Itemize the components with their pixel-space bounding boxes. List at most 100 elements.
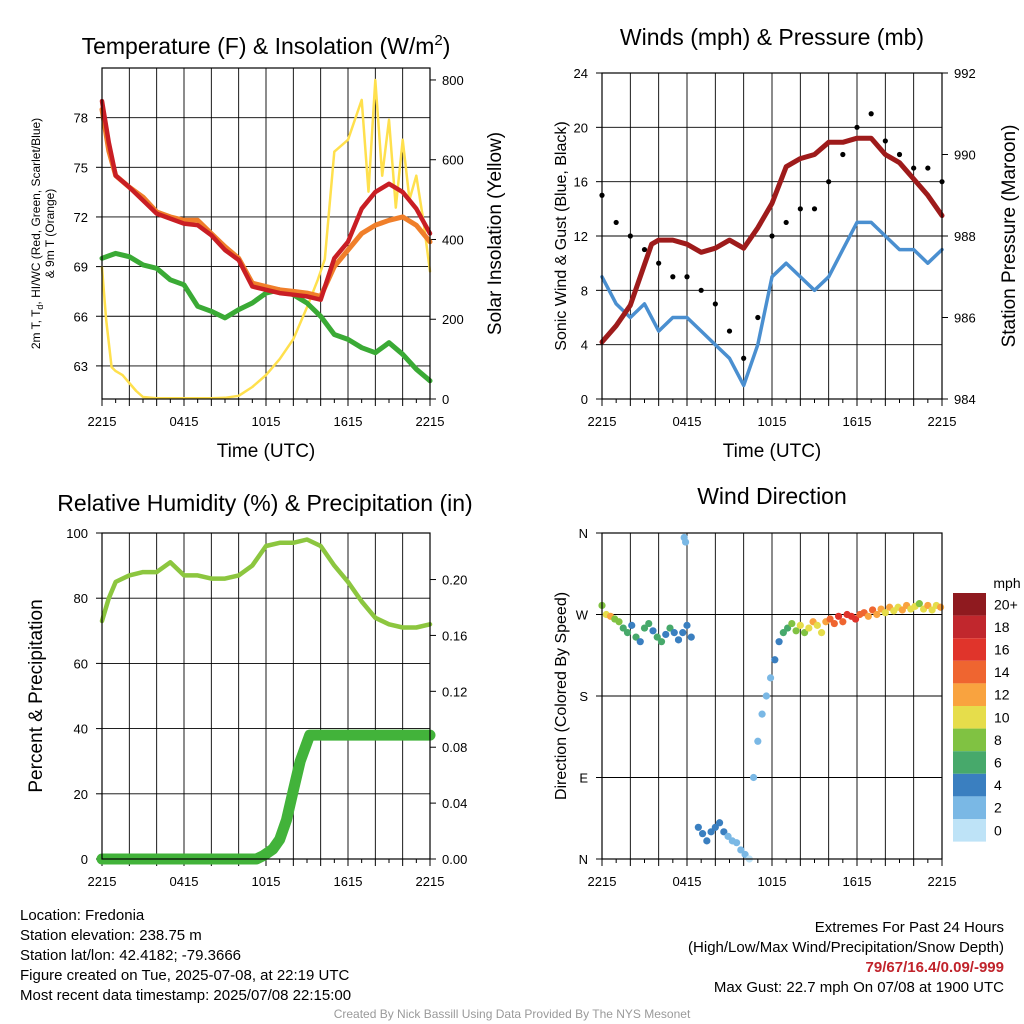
- wind-direction-point: [788, 619, 796, 628]
- x-tick-label: 1015: [758, 874, 787, 889]
- gust-point: [896, 151, 903, 158]
- wind-direction-point: [873, 610, 881, 619]
- direction-ylabel: Direction (Colored By Speed): [553, 592, 570, 800]
- wind-direction-point: [792, 627, 800, 635]
- wind-direction-point: [762, 692, 770, 700]
- gust-point: [911, 165, 917, 171]
- plot-frame: [101, 532, 431, 860]
- gust-point: [613, 219, 619, 226]
- temp-2m-line: [99, 98, 433, 302]
- wind-direction-point: [628, 621, 636, 629]
- y-tick-label: 4: [581, 338, 588, 353]
- title-superscript: 2: [434, 32, 442, 49]
- y2-tick-label: 990: [954, 148, 976, 163]
- winds-chart-title: Winds (mph) & Pressure (mb): [620, 24, 924, 50]
- colorbar-swatch: [953, 773, 986, 797]
- x-tick-label: 2215: [88, 874, 117, 889]
- direction-tick-label: N: [579, 526, 588, 541]
- wind-direction-point: [749, 773, 758, 782]
- colorbar-label: 0: [994, 822, 1002, 838]
- y2-tick-label: 200: [442, 312, 464, 327]
- y-tick-label: 20: [574, 120, 588, 135]
- y2-tick-label: 800: [442, 73, 464, 88]
- wind-direction-point: [830, 619, 838, 628]
- wind-direction-point: [694, 823, 702, 831]
- gust-point: [627, 233, 633, 239]
- wind-direction-point: [670, 629, 678, 637]
- y-tick-label: 40: [74, 722, 88, 737]
- humidity-ylabel: Percent & Precipitation: [26, 599, 47, 792]
- figure-created: Figure created on Tue, 2025-07-08, at 22…: [20, 967, 350, 984]
- x-tick-label: 0415: [673, 874, 702, 889]
- insolation-ylabel: Solar Insolation (Yellow): [485, 132, 506, 335]
- y2-tick-label: 986: [954, 311, 976, 326]
- extremes-heading: Extremes For Past 24 Hours: [814, 919, 1004, 936]
- colorbar-label: 4: [994, 777, 1002, 793]
- wind-direction-point: [839, 618, 847, 626]
- ylabel-line-2: & 9m T (Orange): [43, 189, 57, 279]
- y2-tick-label: 0.20: [442, 573, 467, 588]
- y-tick-label: 20: [74, 787, 88, 802]
- y-tick-label: 78: [74, 111, 88, 126]
- plot-frame: [601, 532, 943, 860]
- y2-tick-label: 0.08: [442, 740, 467, 755]
- dewpoint-line: [99, 250, 433, 384]
- wind-direction-point: [681, 538, 690, 546]
- wind-direction-point: [615, 618, 623, 626]
- gust-point: [698, 287, 704, 293]
- y-tick-label: 0: [581, 392, 588, 407]
- gust-point: [783, 219, 789, 226]
- wind-direction-point: [754, 737, 762, 745]
- x-axis-label: Time (UTC): [217, 441, 316, 462]
- station-latlon: Station lat/lon: 42.4182; -79.3666: [20, 947, 242, 964]
- wind-direction-point: [741, 850, 749, 859]
- temperature-chart-title: Temperature (F) & Insolation (W/m2): [82, 32, 451, 59]
- y-tick-label: 24: [574, 66, 588, 81]
- humidity-chart-title: Relative Humidity (%) & Precipitation (i…: [57, 490, 472, 516]
- colorbar-label: 16: [994, 642, 1010, 658]
- wind-direction-point: [732, 839, 741, 847]
- wind-direction-point: [924, 601, 932, 610]
- colorbar-swatch: [953, 660, 986, 684]
- title-end: ): [443, 33, 451, 59]
- gust-point: [670, 274, 676, 280]
- wind-direction-point: [766, 674, 775, 682]
- y2-tick-label: 984: [954, 392, 976, 407]
- wind-direction-point: [881, 609, 889, 617]
- y2-tick-label: 400: [442, 232, 464, 247]
- wind-direction-point: [826, 615, 834, 623]
- plot-frame: [601, 72, 943, 400]
- x-tick-label: 1615: [334, 874, 363, 889]
- wind-direction-point: [817, 629, 826, 637]
- y-tick-label: 69: [74, 260, 88, 275]
- wind-direction-point: [915, 600, 923, 608]
- wind-direction-point: [662, 630, 670, 639]
- colorbar-swatch: [953, 819, 986, 842]
- x-tick-label: 2215: [88, 414, 117, 429]
- recent-timestamp: Most recent data timestamp: 2025/07/08 2…: [20, 987, 352, 1004]
- colorbar-label: 8: [994, 732, 1002, 748]
- station-info: Location: Fredonia Station elevation: 23…: [20, 906, 351, 1006]
- y-tick-label: 60: [74, 656, 88, 671]
- station-elevation: Station elevation: 238.75 m: [20, 927, 202, 944]
- gust-point: [797, 206, 803, 212]
- x-tick-label: 2215: [588, 414, 617, 429]
- colorbar-swatch: [953, 751, 986, 774]
- y-tick-label: 80: [74, 591, 88, 606]
- ylabel-part: , HI/WC (Red, Green, Scarlet/Blue): [29, 118, 43, 305]
- x-tick-label: 1615: [843, 414, 872, 429]
- y-tick-label: 12: [574, 229, 588, 244]
- wind-direction-point: [834, 612, 843, 620]
- wind-direction-point: [851, 615, 860, 623]
- temperature-ylabel: 2m T, Td, HI/WC (Red, Green, Scarlet/Blu…: [29, 118, 57, 349]
- insolation-line: [100, 78, 432, 400]
- gust-point: [826, 179, 832, 185]
- colorbar-swatch: [953, 638, 986, 661]
- x-tick-label: 0415: [170, 874, 199, 889]
- gust-point: [854, 124, 860, 130]
- wind-direction-point: [779, 629, 787, 637]
- wind-direction-point: [707, 828, 715, 836]
- ylabel-line-1: 2m T, Td, HI/WC (Red, Green, Scarlet/Blu…: [29, 118, 45, 349]
- wind-direction-point: [698, 830, 707, 838]
